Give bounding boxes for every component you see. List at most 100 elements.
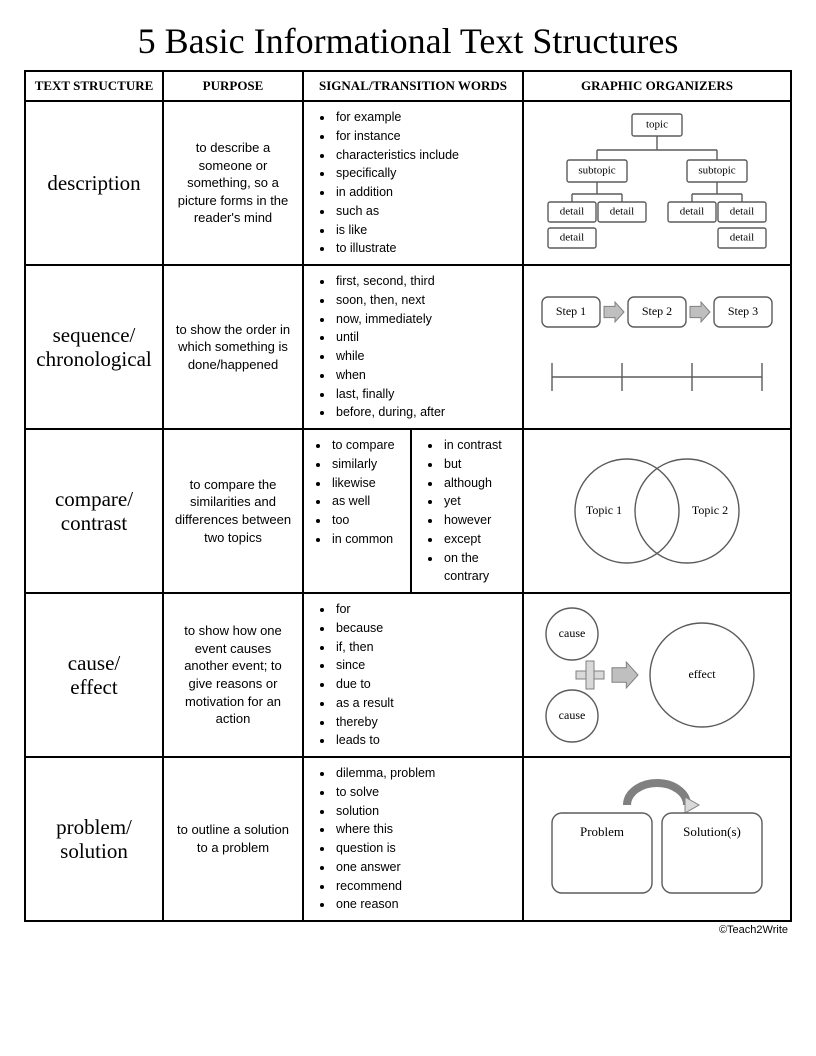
tree-diagram-icon: topic subtopic subtopic detail detail de…: [532, 108, 782, 258]
col-header-structure: TEXT STRUCTURE: [25, 71, 163, 101]
structure-signals: forbecauseif, thensince due toas a resul…: [303, 593, 523, 757]
venn-diagram-icon: Topic 1 Topic 2: [532, 436, 782, 586]
svg-text:Step 2: Step 2: [642, 304, 672, 318]
svg-text:Solution(s): Solution(s): [683, 824, 741, 839]
signal-word: too: [330, 511, 408, 530]
signal-word: however: [442, 511, 520, 530]
signal-word: one answer: [334, 858, 514, 877]
structure-name: cause/effect: [25, 593, 163, 757]
signal-word: question is: [334, 839, 514, 858]
structure-name: description: [25, 101, 163, 265]
signal-word: first, second, third: [334, 272, 514, 291]
svg-text:cause: cause: [559, 708, 586, 722]
signal-word: if, then: [334, 638, 514, 657]
svg-text:subtopic: subtopic: [578, 165, 615, 177]
signal-word: for instance: [334, 127, 514, 146]
svg-text:detail: detail: [730, 232, 754, 244]
signal-word: as a result: [334, 694, 514, 713]
structure-organizer: Topic 1 Topic 2: [523, 429, 791, 593]
signal-word: because: [334, 619, 514, 638]
sequence-diagram-icon: Step 1 Step 2 Step 3: [532, 282, 782, 412]
structure-signals: to comparesimilarlylikewiseas welltooin …: [303, 429, 523, 593]
table-row: sequence/chronologicalto show the order …: [25, 265, 791, 429]
structure-name: problem/solution: [25, 757, 163, 921]
signal-word: in contrast: [442, 436, 520, 455]
signal-word: thereby: [334, 713, 514, 732]
structure-purpose: to show how one event causes another eve…: [163, 593, 303, 757]
col-header-organizer: GRAPHIC ORGANIZERS: [523, 71, 791, 101]
page-title: 5 Basic Informational Text Structures: [24, 20, 792, 62]
signal-word: last, finally: [334, 385, 514, 404]
structures-table: TEXT STRUCTURE PURPOSE SIGNAL/TRANSITION…: [24, 70, 792, 922]
structure-organizer: topic subtopic subtopic detail detail de…: [523, 101, 791, 265]
signal-word: before, during, after: [334, 403, 514, 422]
signal-word: although: [442, 474, 520, 493]
signal-word: where this: [334, 820, 514, 839]
svg-text:Topic 1: Topic 1: [586, 503, 622, 517]
structure-organizer: Problem Solution(s): [523, 757, 791, 921]
signal-word: recommend: [334, 877, 514, 896]
svg-text:detail: detail: [560, 206, 584, 218]
signal-word: but: [442, 455, 520, 474]
col-header-signal: SIGNAL/TRANSITION WORDS: [303, 71, 523, 101]
svg-text:detail: detail: [610, 206, 634, 218]
signal-word: due to: [334, 675, 514, 694]
signal-word: one reason: [334, 895, 514, 914]
table-row: descriptionto describe a someone or some…: [25, 101, 791, 265]
svg-text:detail: detail: [680, 206, 704, 218]
signal-word: is like: [334, 221, 514, 240]
signal-word: in common: [330, 530, 408, 549]
table-row: cause/effectto show how one event causes…: [25, 593, 791, 757]
signal-word: for: [334, 600, 514, 619]
svg-text:Problem: Problem: [580, 824, 624, 839]
svg-text:Topic 2: Topic 2: [692, 503, 728, 517]
signal-word: likewise: [330, 474, 408, 493]
svg-text:cause: cause: [559, 626, 586, 640]
structure-purpose: to show the order in which something is …: [163, 265, 303, 429]
signal-word: when: [334, 366, 514, 385]
structure-organizer: cause cause effect: [523, 593, 791, 757]
svg-text:Step 3: Step 3: [728, 304, 758, 318]
signal-word: dilemma, problem: [334, 764, 514, 783]
signal-word: to compare: [330, 436, 408, 455]
structure-signals: dilemma, problemto solvesolutionwhere th…: [303, 757, 523, 921]
table-header-row: TEXT STRUCTURE PURPOSE SIGNAL/TRANSITION…: [25, 71, 791, 101]
structure-signals: for examplefor instancecharacteristics i…: [303, 101, 523, 265]
structure-purpose: to outline a solution to a problem: [163, 757, 303, 921]
signal-word: characteristics include: [334, 146, 514, 165]
footer-credit: ©Teach2Write: [24, 924, 792, 936]
signal-word: specifically: [334, 164, 514, 183]
svg-text:detail: detail: [560, 232, 584, 244]
signal-word: as well: [330, 492, 408, 511]
signal-word: in addition: [334, 183, 514, 202]
structure-organizer: Step 1 Step 2 Step 3: [523, 265, 791, 429]
signal-word: soon, then, next: [334, 291, 514, 310]
signal-word: yet: [442, 492, 520, 511]
signal-word: solution: [334, 802, 514, 821]
svg-text:effect: effect: [688, 667, 716, 681]
structure-purpose: to compare the similarities and differen…: [163, 429, 303, 593]
signal-word: since: [334, 656, 514, 675]
structure-name: compare/contrast: [25, 429, 163, 593]
signal-word: similarly: [330, 455, 408, 474]
signal-word: for example: [334, 108, 514, 127]
svg-text:detail: detail: [730, 206, 754, 218]
signal-word: on the contrary: [442, 549, 520, 587]
signal-word: leads to: [334, 731, 514, 750]
problem-solution-diagram-icon: Problem Solution(s): [532, 769, 782, 909]
col-header-purpose: PURPOSE: [163, 71, 303, 101]
signal-word: now, immediately: [334, 310, 514, 329]
signal-word: while: [334, 347, 514, 366]
svg-text:topic: topic: [646, 119, 668, 131]
svg-text:Step 1: Step 1: [556, 304, 586, 318]
cause-effect-diagram-icon: cause cause effect: [532, 600, 782, 750]
svg-text:subtopic: subtopic: [698, 165, 735, 177]
signal-word: to solve: [334, 783, 514, 802]
table-row: compare/contrastto compare the similarit…: [25, 429, 791, 593]
structure-name: sequence/chronological: [25, 265, 163, 429]
signal-word: to illustrate: [334, 239, 514, 258]
signal-word: until: [334, 328, 514, 347]
signal-word: such as: [334, 202, 514, 221]
signal-word: except: [442, 530, 520, 549]
structure-purpose: to describe a someone or something, so a…: [163, 101, 303, 265]
